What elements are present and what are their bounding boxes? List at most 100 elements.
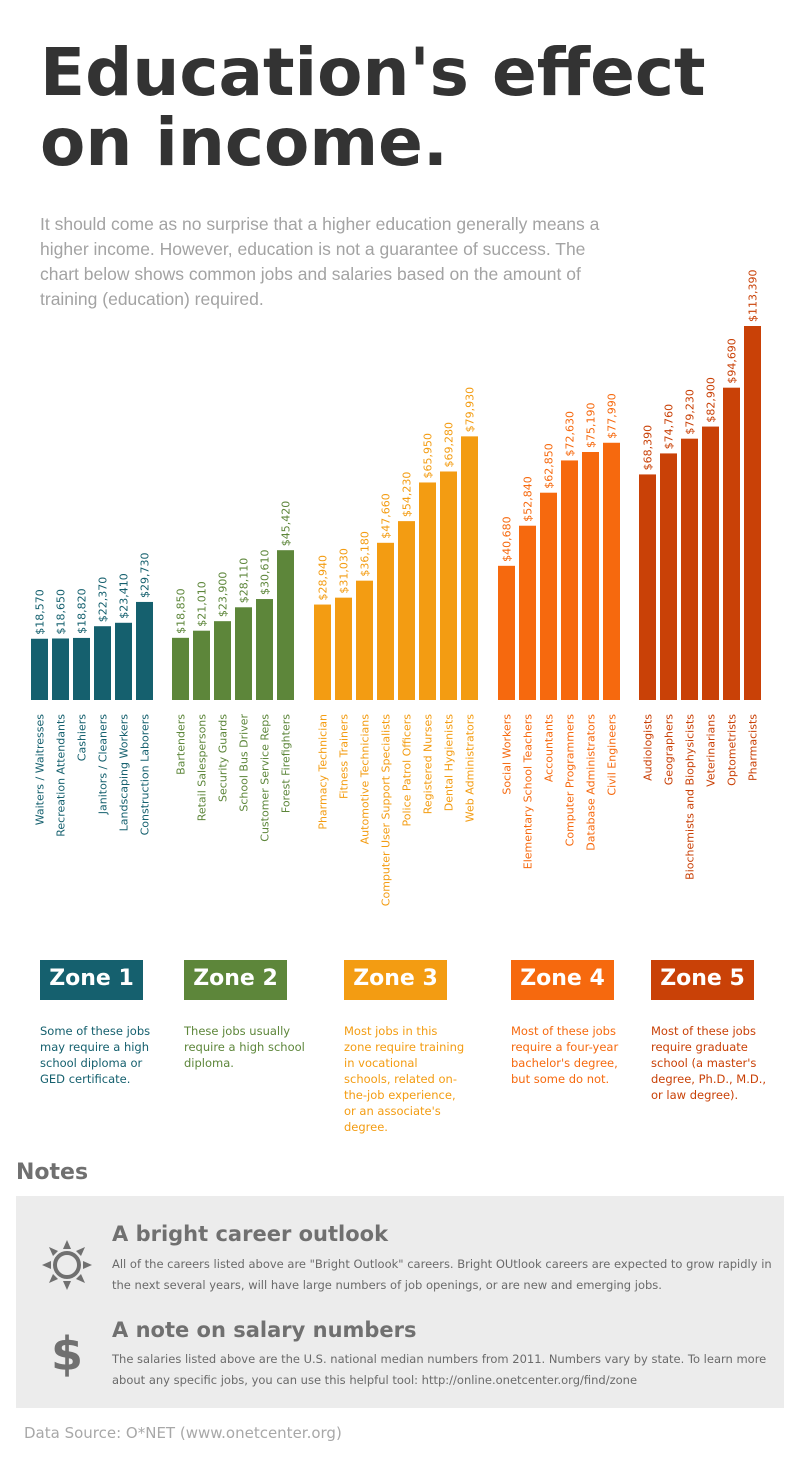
category-label-zone-5-5: Optometrists — [726, 714, 739, 786]
category-label-zone-3-7: Dental Hygienists — [443, 714, 456, 811]
category-label-zone-2-2: Retail Salespersons — [196, 714, 209, 822]
note-text-salary-numbers: The salaries listed above are the U.S. n… — [112, 1352, 767, 1387]
bar-zone-5-3 — [681, 438, 698, 700]
value-label-zone-5-3: $79,230 — [684, 389, 697, 435]
value-label-zone-1-1: $18,570 — [34, 589, 47, 635]
dollar-icon: $ — [50, 1327, 83, 1381]
value-label-zone-1-4: $22,370 — [97, 577, 110, 623]
value-label-zone-5-6: $113,390 — [747, 270, 760, 323]
zone-2-label: Zone 2 — [184, 960, 287, 1000]
value-label-zone-5-5: $94,690 — [726, 338, 739, 384]
value-label-zone-4-5: $75,190 — [585, 402, 598, 448]
zone-1-label: Zone 1 — [40, 960, 143, 1000]
bar-zone-4-5 — [582, 451, 599, 700]
value-label-zone-2-6: $45,420 — [280, 501, 293, 547]
value-label-zone-3-6: $65,950 — [422, 433, 435, 479]
title-line-2: on income. — [40, 104, 448, 181]
bar-zone-4-2 — [519, 525, 536, 700]
page-title: Education's effect on income. — [40, 38, 760, 178]
note-text-career-outlook: All of the careers listed above are "Bri… — [112, 1257, 772, 1292]
zone-3-label: Zone 3 — [344, 960, 447, 1000]
bar-zone-1-3 — [73, 637, 90, 700]
bar-zone-5-2 — [660, 453, 677, 700]
bar-zone-3-7 — [440, 471, 457, 700]
category-label-zone-4-2: Elementary School Teachers — [522, 714, 535, 869]
category-label-zone-2-4: School Bus Driver — [238, 714, 251, 812]
bar-zone-2-4 — [235, 607, 252, 700]
bar-zone-2-6 — [277, 550, 294, 700]
value-label-zone-3-3: $36,180 — [359, 531, 372, 577]
bar-zone-4-4 — [561, 460, 578, 700]
value-label-zone-3-7: $69,280 — [443, 422, 456, 468]
zone-2-description: These jobs usually require a high school… — [184, 1024, 305, 1070]
category-label-zone-3-3: Automotive Technicians — [359, 714, 372, 845]
value-label-zone-2-2: $21,010 — [196, 581, 209, 627]
bar-zone-4-6 — [603, 442, 620, 700]
bar-zone-1-5 — [115, 622, 132, 700]
category-label-zone-5-3: Biochemists and Biophysicists — [684, 714, 697, 880]
value-label-zone-1-5: $23,410 — [118, 573, 131, 619]
bar-zone-5-6 — [744, 326, 761, 700]
value-label-zone-4-3: $62,850 — [543, 443, 556, 489]
bar-zone-3-5 — [398, 521, 415, 700]
category-label-zone-3-2: Fitness Trainers — [338, 714, 351, 799]
value-label-zone-4-4: $72,630 — [564, 411, 577, 457]
category-label-zone-2-1: Bartenders — [175, 714, 188, 775]
note-title-salary-numbers: A note on salary numbers — [112, 1318, 417, 1342]
bar-zone-2-5 — [256, 599, 273, 700]
title-line-1: Education's effect — [40, 34, 706, 111]
category-label-zone-5-4: Veterinarians — [705, 714, 718, 787]
bar-zone-3-8 — [461, 436, 478, 700]
bar-zone-1-2 — [52, 638, 69, 700]
intro-paragraph: It should come as no surprise that a hig… — [40, 214, 600, 309]
category-label-zone-4-1: Social Workers — [501, 714, 514, 795]
bar-zone-3-2 — [335, 597, 352, 700]
value-label-zone-3-5: $54,230 — [401, 472, 414, 518]
category-label-zone-4-5: Database Administrators — [585, 714, 598, 851]
category-label-zone-5-2: Geographers — [663, 714, 676, 786]
category-label-zone-5-6: Pharmacists — [747, 714, 760, 781]
bar-zone-3-4 — [377, 542, 394, 700]
bar-zone-5-1 — [639, 474, 656, 700]
value-label-zone-3-1: $28,940 — [317, 555, 330, 601]
zone-1-description: Some of these jobs may require a high sc… — [40, 1024, 151, 1086]
value-label-zone-5-1: $68,390 — [642, 425, 655, 471]
zone-4-description: Most of these jobs require a four-year b… — [511, 1024, 619, 1086]
category-label-zone-1-5: Landscaping Workers — [118, 714, 131, 832]
category-label-zone-2-6: Forest Firefighters — [280, 714, 293, 813]
bar-zone-5-5 — [723, 387, 740, 700]
zone-5-description: Most of these jobs require graduate scho… — [651, 1024, 767, 1102]
category-label-zone-1-4: Janitors / Cleaners — [97, 714, 110, 816]
category-label-zone-2-3: Security Guards — [217, 714, 230, 802]
bar-zone-3-3 — [356, 580, 373, 700]
bar-zone-2-1 — [172, 637, 189, 700]
notes-panel: A bright career outlook All of the caree… — [16, 1196, 784, 1408]
category-label-zone-4-3: Accountants — [543, 714, 556, 782]
bar-zone-1-4 — [94, 626, 111, 700]
bar-zone-1-1 — [31, 638, 48, 700]
zone-3-description: Most jobs in this zone require training … — [344, 1024, 465, 1134]
bar-zone-2-2 — [193, 630, 210, 700]
value-label-zone-2-4: $28,110 — [238, 558, 251, 604]
zone-5-label: Zone 5 — [651, 960, 754, 1000]
salary-bar-chart: $18,570 Waiters / Waitresses $18,650 Recrea… — [31, 270, 761, 906]
bar-zone-5-4 — [702, 426, 719, 700]
value-label-zone-5-2: $74,760 — [663, 404, 676, 450]
category-label-zone-1-1: Waiters / Waitresses — [34, 714, 47, 826]
value-label-zone-4-6: $77,990 — [606, 393, 619, 439]
value-label-zone-2-5: $30,610 — [259, 550, 272, 596]
bar-zone-3-1 — [314, 604, 331, 700]
value-label-zone-5-4: $82,900 — [705, 377, 718, 423]
category-label-zone-4-6: Civil Engineers — [606, 714, 619, 796]
value-label-zone-2-1: $18,850 — [175, 588, 188, 634]
value-label-zone-3-8: $79,930 — [464, 387, 477, 433]
bar-zone-2-3 — [214, 621, 231, 700]
category-label-zone-3-6: Registered Nurses — [422, 714, 435, 815]
value-label-zone-1-2: $18,650 — [55, 589, 68, 635]
category-label-zone-3-8: Web Administrators — [464, 714, 477, 822]
value-label-zone-3-4: $47,660 — [380, 493, 393, 539]
category-label-zone-1-6: Construction Laborers — [139, 714, 152, 836]
category-label-zone-1-3: Cashiers — [76, 714, 89, 761]
bar-zone-1-6 — [136, 601, 153, 700]
value-label-zone-1-3: $18,820 — [76, 588, 89, 634]
